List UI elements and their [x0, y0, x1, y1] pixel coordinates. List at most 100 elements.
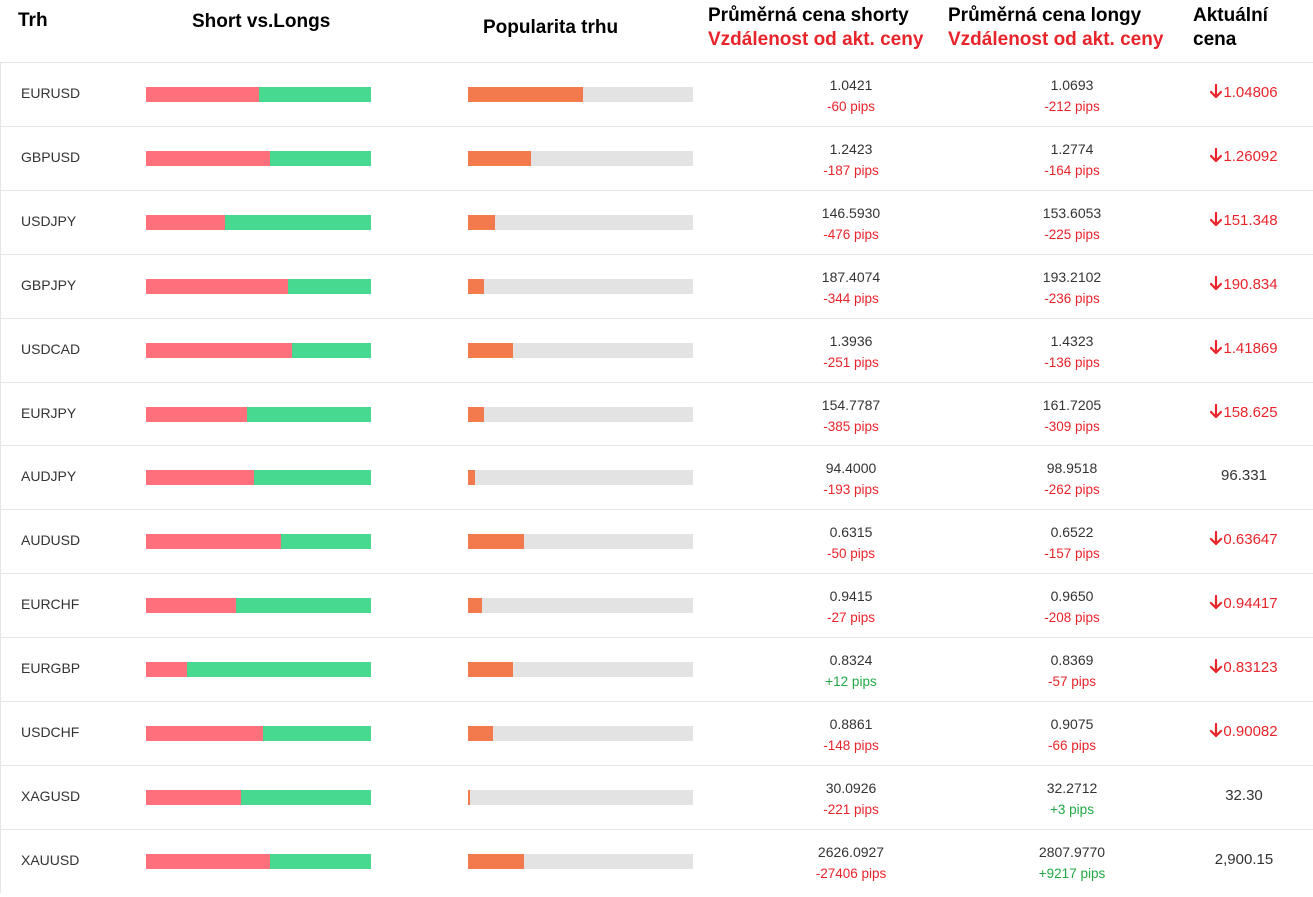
- long-distance: -66 pips: [1047, 738, 1097, 753]
- table-row[interactable]: USDJPY 146.5930 -476 pips 153.6053 -225 pips…: [0, 189, 1313, 254]
- short-ratio-fill: [146, 406, 248, 422]
- popularity-fill: [468, 150, 531, 166]
- avg-long-price: 0.8369: [1050, 652, 1094, 669]
- table-row[interactable]: EURCHF 0.9415 -27 pips 0.9650 -208 pips 0.944…: [0, 573, 1313, 638]
- short-ratio-fill: [146, 598, 236, 614]
- table-row[interactable]: XAUUSD 2626.0927 -27406 pips 2807.9770 +9217…: [0, 828, 1313, 893]
- table-row[interactable]: AUDJPY 94.4000 -193 pips 98.9518 -262 pips 96…: [0, 445, 1313, 510]
- market-symbol[interactable]: EURJPY: [21, 404, 77, 421]
- short-ratio-fill: [146, 470, 254, 486]
- short-distance: -385 pips: [823, 418, 879, 434]
- table-row[interactable]: EURJPY 154.7787 -385 pips 161.7205 -309 pips…: [0, 381, 1313, 446]
- short-distance: -344 pips: [823, 290, 879, 306]
- popularity-fill: [468, 534, 525, 550]
- table-row[interactable]: USDCAD 1.3936 -251 pips 1.4323 -136 pips 1.41…: [0, 317, 1313, 382]
- market-symbol[interactable]: AUDJPY: [21, 468, 77, 485]
- table-row[interactable]: GBPJPY 187.4074 -344 pips 193.2102 -236 pips…: [0, 253, 1313, 318]
- short-ratio-fill: [146, 853, 270, 869]
- market-symbol[interactable]: EURGBP: [21, 660, 81, 677]
- market-symbol[interactable]: USDJPY: [21, 212, 77, 229]
- header-avg-short-subtitle: Vzdálenost od akt. ceny: [708, 29, 924, 50]
- current-price-cell: 0.83123: [1179, 659, 1309, 676]
- avg-long-price: 1.2774: [1050, 140, 1094, 157]
- header-avg-short-title: Průměrná cena shorty: [708, 5, 909, 26]
- popularity-bar: [468, 534, 693, 550]
- current-price: 32.30: [1225, 786, 1263, 804]
- avg-long-price: 153.6053: [1042, 204, 1102, 221]
- current-price-cell: 96.331: [1179, 467, 1309, 484]
- table-row[interactable]: AUDUSD 0.6315 -50 pips 0.6522 -157 pips 0.636…: [0, 509, 1313, 574]
- market-symbol[interactable]: EURUSD: [21, 85, 81, 101]
- current-price-cell: 0.94417: [1179, 595, 1309, 612]
- market-symbol[interactable]: GBPJPY: [21, 276, 77, 293]
- header-avg-long-title: Průměrná cena longy: [948, 5, 1142, 26]
- avg-short-cell: 187.4074 -344 pips: [771, 266, 931, 310]
- current-price-cell: 151.348: [1179, 211, 1309, 229]
- popularity-bar: [468, 406, 693, 422]
- popularity-fill: [468, 598, 482, 614]
- table-row[interactable]: XAGUSD 30.0926 -221 pips 32.2712 +3 pips 32.3…: [0, 764, 1313, 829]
- short-vs-long-bar: [146, 278, 371, 294]
- long-distance: +3 pips: [1050, 801, 1094, 817]
- long-distance: -225 pips: [1044, 226, 1100, 242]
- popularity-fill: [468, 87, 583, 102]
- market-symbol[interactable]: XAUUSD: [21, 851, 80, 868]
- table-row[interactable]: EURGBP 0.8324 +12 pips 0.8369 -57 pips 0.8312…: [0, 637, 1313, 702]
- avg-short-cell: 2626.0927 -27406 pips: [771, 841, 931, 885]
- market-symbol[interactable]: XAGUSD: [21, 787, 81, 804]
- long-distance: -164 pips: [1044, 162, 1100, 178]
- market-symbol[interactable]: EURCHF: [21, 596, 80, 613]
- avg-short-price: 0.9415: [829, 588, 873, 605]
- avg-short-cell: 94.4000 -193 pips: [771, 457, 931, 501]
- avg-short-price: 0.6315: [829, 524, 873, 541]
- current-price: 0.94417: [1223, 595, 1278, 613]
- long-distance: +9217 pips: [1038, 865, 1106, 881]
- popularity-bar: [468, 726, 693, 741]
- current-price-cell: 1.04806: [1179, 84, 1309, 101]
- popularity-fill: [468, 342, 513, 358]
- popularity-fill: [468, 789, 471, 805]
- avg-long-price: 193.2102: [1042, 268, 1102, 285]
- short-ratio-fill: [146, 150, 270, 166]
- header-market-popularity: Popularita trhu: [483, 17, 619, 38]
- short-distance: -27 pips: [826, 610, 876, 626]
- avg-long-cell: 153.6053 -225 pips: [992, 202, 1152, 246]
- header-avg-long-subtitle: Vzdálenost od akt. ceny: [948, 29, 1164, 50]
- short-distance: -221 pips: [823, 801, 879, 817]
- popularity-fill: [468, 278, 484, 294]
- table-row[interactable]: GBPUSD 1.2423 -187 pips 1.2774 -164 pips 1.26…: [0, 125, 1313, 190]
- table-row[interactable]: EURUSD 1.0421 -60 pips 1.0693 -212 pips 1.048…: [0, 62, 1313, 126]
- popularity-fill: [468, 853, 525, 869]
- popularity-fill: [468, 470, 475, 486]
- avg-long-cell: 1.0693 -212 pips: [992, 74, 1152, 118]
- short-vs-long-bar: [146, 853, 371, 869]
- market-symbol[interactable]: USDCAD: [21, 340, 81, 357]
- avg-short-cell: 1.3936 -251 pips: [771, 330, 931, 374]
- avg-long-cell: 2807.9770 +9217 pips: [992, 841, 1152, 885]
- market-symbol[interactable]: AUDUSD: [21, 532, 81, 549]
- avg-long-cell: 0.9075 -66 pips: [992, 713, 1152, 757]
- short-vs-long-bar: [146, 662, 371, 678]
- current-price-cell: 0.63647: [1179, 531, 1309, 548]
- header-current-line1: Aktuální: [1193, 5, 1268, 26]
- header-avg-long-price: Průměrná cena longy Vzdálenost od akt. c…: [948, 4, 1163, 52]
- short-vs-long-bar: [146, 342, 371, 358]
- market-symbol[interactable]: USDCHF: [21, 724, 80, 740]
- current-price-cell: 1.41869: [1179, 339, 1309, 357]
- market-symbol[interactable]: GBPUSD: [21, 148, 81, 165]
- avg-short-price: 0.8324: [829, 652, 873, 669]
- popularity-bar: [468, 278, 693, 294]
- popularity-fill: [468, 214, 495, 230]
- avg-short-price: 94.4000: [825, 460, 877, 477]
- avg-long-cell: 98.9518 -262 pips: [992, 457, 1152, 501]
- current-price-cell: 2,900.15: [1179, 851, 1309, 868]
- table-row[interactable]: USDCHF 0.8861 -148 pips 0.9075 -66 pips 0.900…: [0, 701, 1313, 765]
- current-price: 2,900.15: [1214, 850, 1274, 868]
- long-distance: -212 pips: [1044, 99, 1100, 114]
- table-header: Trh Short vs.Longs Popularita trhu Průmě…: [0, 0, 1313, 62]
- current-price-cell: 158.625: [1179, 403, 1309, 421]
- short-distance: -193 pips: [823, 482, 879, 498]
- popularity-bar: [468, 853, 693, 869]
- current-price: 96.331: [1221, 467, 1267, 485]
- avg-long-price: 0.6522: [1050, 524, 1094, 541]
